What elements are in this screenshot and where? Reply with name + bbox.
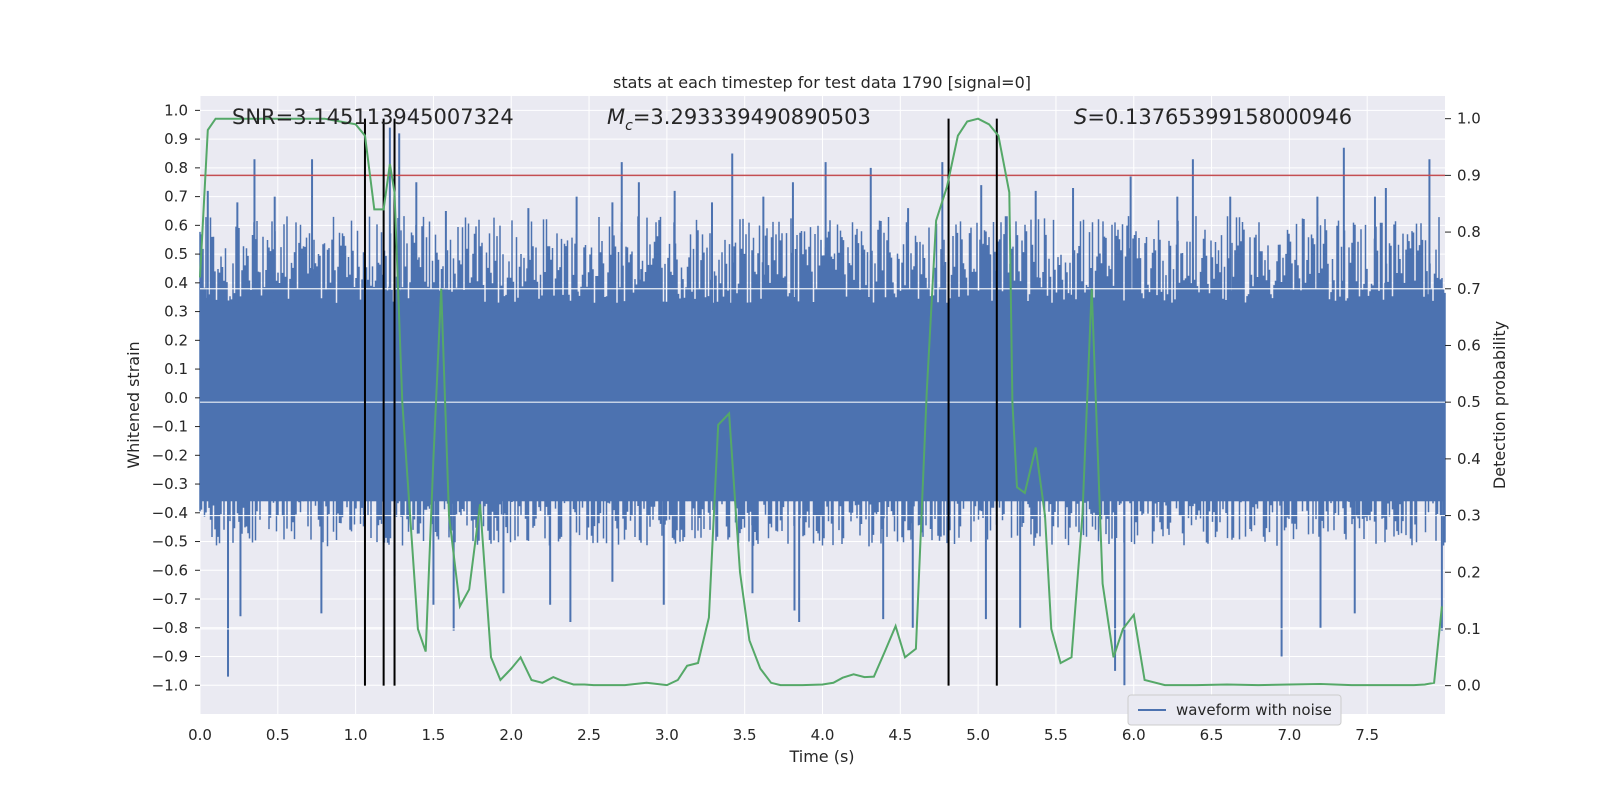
y-right-tick-label: 0.8 (1457, 223, 1481, 241)
right-axis-ticks: 1.0 0.9 0.8 0.7 0.6 0.5 0.4 0.3 0.2 0.1 0.0 (1445, 110, 1481, 695)
chirp-mass-subscript: c (625, 118, 633, 134)
legend: waveform with noise (1127, 694, 1342, 726)
y-left-tick-label: 0.0 (164, 389, 188, 407)
y-left-tick-label: 0.7 (164, 188, 188, 206)
y-right-tick-label: 0.3 (1457, 507, 1481, 525)
y-right-tick-label: 0.6 (1457, 336, 1481, 354)
chirp-mass-annotation: Mc=3.293339490890503 (607, 105, 871, 134)
y-left-tick-label: −0.2 (152, 446, 188, 464)
legend-label: waveform with noise (1176, 701, 1332, 719)
y-left-tick-label: 0.2 (164, 331, 188, 349)
probability-line (199, 117, 1443, 687)
y-left-tick-label: 0.1 (164, 360, 188, 378)
y-axis-label-left: Whitened strain (124, 341, 143, 468)
y-right-tick-label: 0.4 (1457, 450, 1481, 468)
legend-box (1127, 694, 1342, 726)
y-left-tick-label: 0.8 (164, 159, 188, 177)
y-left-tick-label: −0.6 (152, 561, 188, 579)
y-left-tick-label: −0.4 (152, 504, 188, 522)
x-tick-label: 4.0 (811, 726, 835, 744)
y-right-tick-label: 0.2 (1457, 563, 1481, 581)
y-left-tick-label: −0.8 (152, 619, 188, 637)
x-tick-label: 6.5 (1200, 726, 1224, 744)
x-tick-label: 1.5 (422, 726, 446, 744)
s-annotation: S=0.13765399158000946 (1074, 105, 1352, 129)
y-left-tick-label: 1.0 (164, 101, 188, 119)
chirp-mass-symbol: M (607, 105, 625, 129)
x-tick-label: 2.0 (499, 726, 523, 744)
y-right-tick-label: 0.0 (1457, 677, 1481, 695)
y-left-tick-label: −0.9 (152, 648, 188, 666)
y-left-tick-label: −0.5 (152, 533, 188, 551)
y-left-tick-label: 0.6 (164, 216, 188, 234)
x-tick-label: 2.5 (577, 726, 601, 744)
y-left-tick-label: 0.4 (164, 274, 188, 292)
chart-title: stats at each timestep for test data 179… (613, 73, 1031, 92)
x-tick-label: 3.5 (733, 726, 757, 744)
x-tick-label: 1.0 (344, 726, 368, 744)
y-right-tick-label: 0.7 (1457, 280, 1481, 298)
left-axis-ticks: 1.0 0.9 0.8 0.7 0.6 0.5 0.4 0.3 0.2 0.1 0.0 −0.1 −0.… (152, 101, 200, 694)
x-tick-label: 7.0 (1277, 726, 1301, 744)
x-axis-label: Time (s) (788, 747, 854, 766)
x-tick-label: 3.0 (655, 726, 679, 744)
y-right-tick-label: 0.1 (1457, 620, 1481, 638)
snr-annotation: SNR=3.145113945007324 (232, 105, 514, 129)
x-axis-ticks: 0.0 0.5 1.0 1.5 2.0 2.5 3.0 3.5 4.0 4.5 5.0 5.5 6.0 6… (188, 726, 1379, 744)
y-left-tick-label: −0.7 (152, 590, 188, 608)
x-tick-label: 7.5 (1355, 726, 1379, 744)
y-right-tick-label: 1.0 (1457, 110, 1481, 128)
chirp-mass-value: =3.293339490890503 (633, 105, 871, 129)
x-tick-label: 5.5 (1044, 726, 1068, 744)
s-value: =0.13765399158000946 (1087, 105, 1352, 129)
y-right-tick-label: 0.5 (1457, 393, 1481, 411)
y-left-tick-label: −0.3 (152, 475, 188, 493)
probability-series (199, 117, 1443, 687)
x-tick-label: 5.0 (966, 726, 990, 744)
y-left-tick-label: 0.5 (164, 245, 188, 263)
y-left-tick-label: 0.9 (164, 130, 188, 148)
s-symbol: S (1074, 105, 1087, 129)
y-right-tick-label: 0.9 (1457, 166, 1481, 184)
x-tick-label: 6.0 (1122, 726, 1146, 744)
x-tick-label: 4.5 (888, 726, 912, 744)
y-left-tick-label: −0.1 (152, 418, 188, 436)
x-tick-label: 0.0 (188, 726, 212, 744)
y-axis-label-right: Detection probability (1490, 321, 1509, 489)
y-left-tick-label: 0.3 (164, 303, 188, 321)
y-left-tick-label: −1.0 (152, 676, 188, 694)
x-tick-label: 0.5 (266, 726, 290, 744)
